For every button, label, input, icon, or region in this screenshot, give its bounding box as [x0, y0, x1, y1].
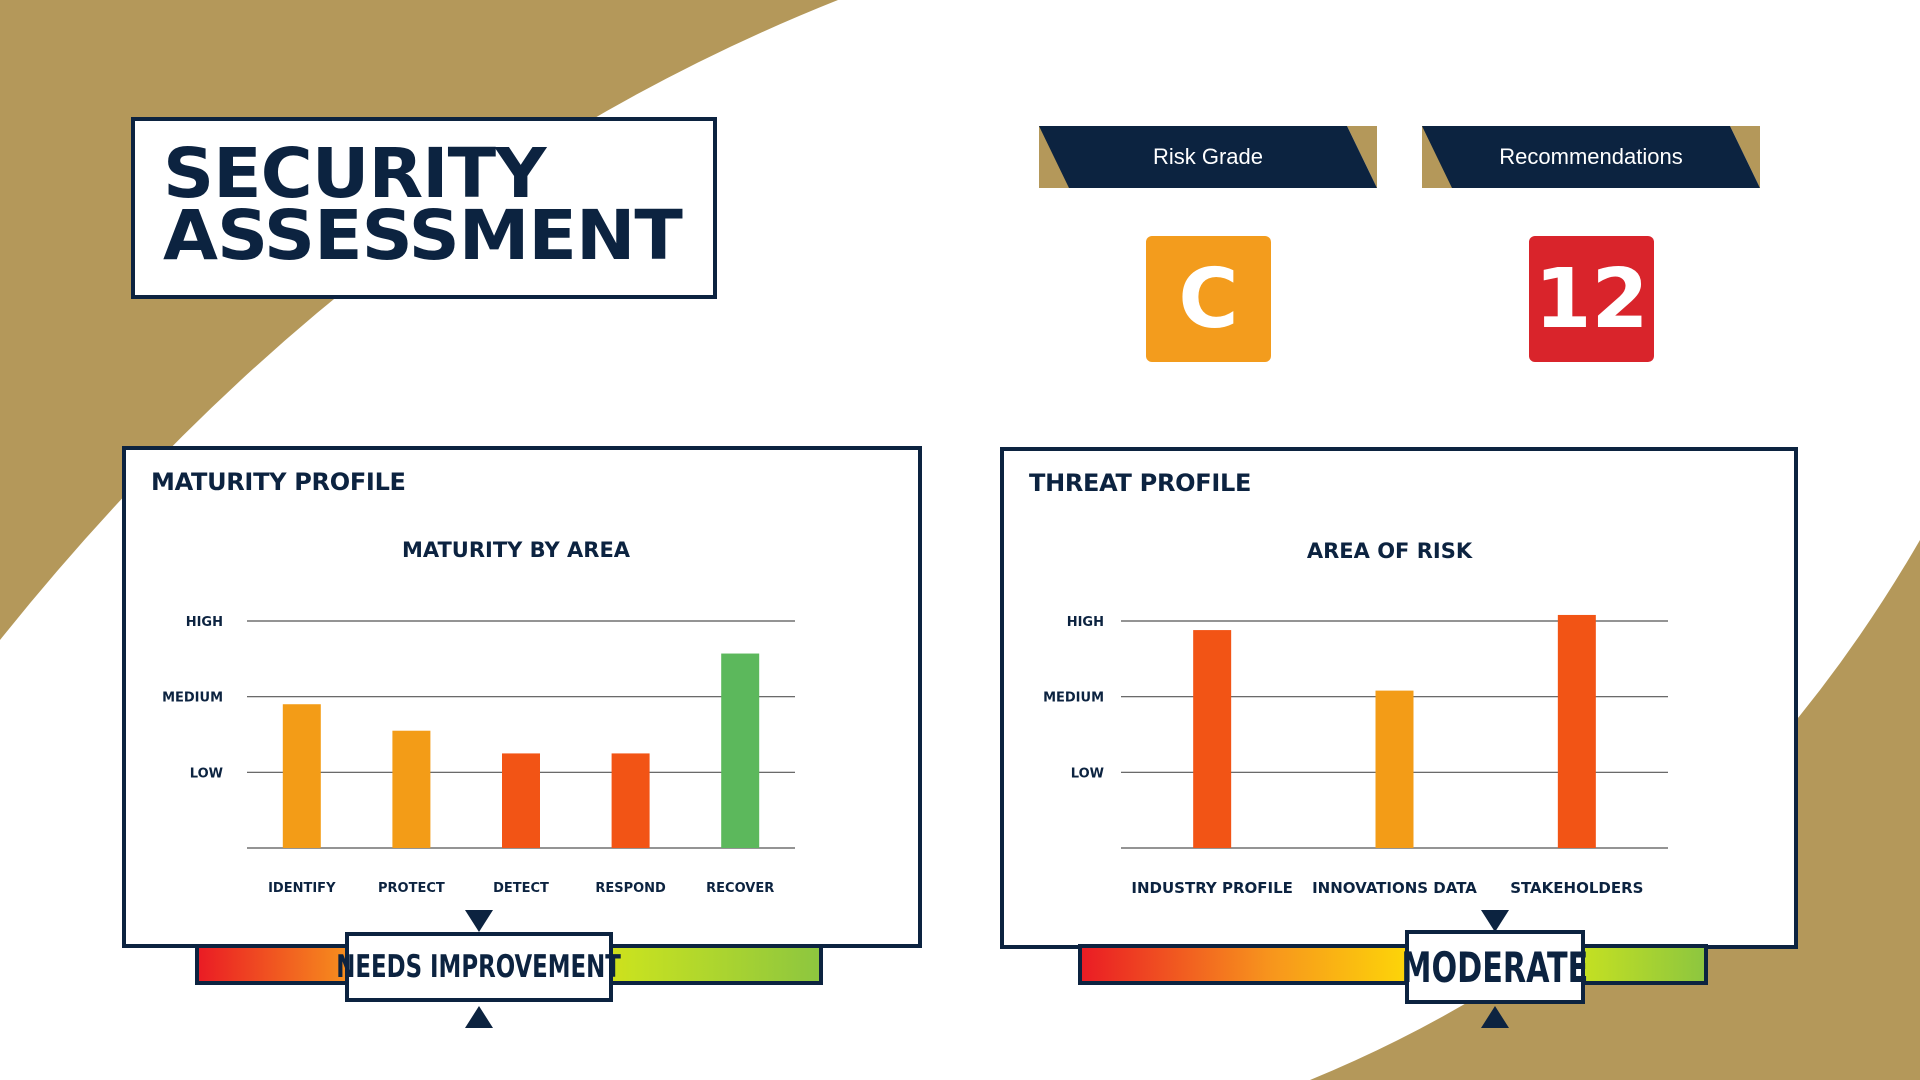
recommendations-label: Recommendations: [1499, 144, 1683, 169]
bar-innovations-data: [1375, 690, 1414, 848]
risk-grade-value: C: [1178, 251, 1239, 347]
threat-gauge-bar: [1078, 944, 1708, 985]
chart-title: AREA OF RISK: [1307, 539, 1473, 563]
recommendations-banner: Recommendations: [1422, 126, 1760, 188]
threat-profile-panel: THREAT PROFILE AREA OF RISK LOW MEDIUM HIGH…: [1000, 447, 1798, 949]
category-label-respond: RESPOND: [595, 881, 666, 896]
risk-grade-banner: Risk Grade: [1039, 126, 1377, 188]
y-tick-label-low: LOW: [1071, 766, 1104, 781]
maturity-gauge-label: NEEDS IMPROVEMENT: [336, 949, 622, 985]
risk-grade-label: Risk Grade: [1152, 144, 1264, 169]
bar-detect: [502, 753, 540, 848]
category-label-innovations-data: INNOVATIONS DATA: [1312, 879, 1477, 897]
category-label-detect: DETECT: [493, 881, 549, 896]
recommendations-value: 12: [1534, 251, 1649, 347]
page-title-box: SECURITY ASSESSMENT: [131, 117, 717, 299]
recommendations-tile: 12: [1529, 236, 1654, 362]
bar-recover: [721, 653, 760, 848]
y-tick-label-low: LOW: [190, 766, 223, 781]
maturity-profile-panel: MATURITY PROFILE MATURITY BY AREA LOW MEDI…: [122, 446, 922, 948]
y-tick-label-high: HIGH: [1067, 615, 1104, 630]
bar-stakeholders: [1557, 614, 1596, 848]
maturity-gauge: NEEDS IMPROVEMENT: [195, 910, 823, 1028]
maturity-gauge-label-box: NEEDS IMPROVEMENT: [337, 932, 621, 1002]
threat-profile-title: THREAT PROFILE: [1029, 469, 1252, 497]
y-tick-label-medium: MEDIUM: [1043, 691, 1104, 706]
category-label-industry-profile: INDUSTRY PROFILE: [1131, 879, 1293, 897]
page-title-line2: ASSESSMENT: [163, 196, 683, 276]
y-tick-label-high: HIGH: [186, 615, 223, 630]
threat-gauge-label-box: MODERATE: [1402, 930, 1588, 1004]
maturity-profile-title: MATURITY PROFILE: [151, 468, 406, 496]
category-label-protect: PROTECT: [378, 881, 445, 896]
threat-gauge-label: MODERATE: [1401, 942, 1589, 992]
threat-gauge: MODERATE: [1078, 910, 1708, 1028]
maturity-gauge-pointer-top: [465, 910, 493, 932]
category-label-stakeholders: STAKEHOLDERS: [1510, 879, 1643, 897]
bar-respond: [611, 753, 650, 848]
bar-identify: [282, 704, 321, 848]
maturity-by-area-chart: MATURITY BY AREA LOW MEDIUM HIGH IDENTIFY PRO…: [162, 538, 795, 896]
bar-industry-profile: [1193, 630, 1232, 848]
y-tick-label-medium: MEDIUM: [162, 691, 223, 706]
maturity-gauge-pointer-bottom: [465, 1006, 493, 1028]
threat-gauge-pointer-top: [1481, 910, 1509, 932]
bar-protect: [392, 730, 431, 848]
threat-gauge-pointer-bottom: [1481, 1006, 1509, 1028]
area-of-risk-chart: AREA OF RISK LOW MEDIUM HIGH INDUSTRY PROFIL…: [1043, 539, 1668, 897]
risk-grade-tile: C: [1146, 236, 1271, 362]
category-label-identify: IDENTIFY: [268, 881, 336, 896]
chart-title: MATURITY BY AREA: [402, 538, 631, 562]
category-label-recover: RECOVER: [706, 881, 774, 896]
page-title-line1: SECURITY: [163, 134, 547, 214]
